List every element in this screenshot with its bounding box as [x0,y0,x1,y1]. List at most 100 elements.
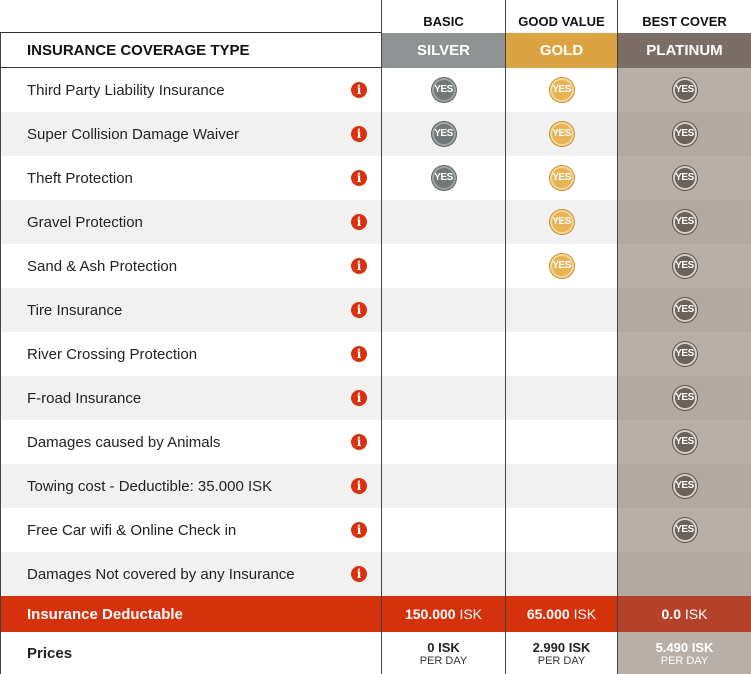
coverage-label-cell: Super Collision Damage Waiver i [1,112,382,156]
deductible-row: Insurance Deductable 150.000 ISK 65.000 … [1,596,751,632]
info-icon[interactable]: i [351,170,367,186]
deductible-silver: 150.000 ISK [382,596,506,632]
coverage-label-cell: Gravel Protection i [1,200,382,244]
coverage-platinum-cell [618,552,751,596]
info-icon[interactable]: i [351,258,367,274]
yes-badge-icon: YES [550,254,574,278]
yes-badge-icon: YES [432,78,456,102]
coverage-gold-cell [506,464,618,508]
yes-badge-icon: YES [673,78,697,102]
tier-top-label-platinum: BEST COVER [618,0,751,33]
info-icon[interactable]: i [351,478,367,494]
coverage-gold-cell [506,420,618,464]
coverage-gold-cell [506,376,618,420]
info-icon[interactable]: i [351,302,367,318]
deductible-gold: 65.000 ISK [506,596,618,632]
coverage-silver-cell [382,244,506,288]
tier-top-label-silver: BASIC [382,0,506,33]
coverage-gold-cell: YES [506,112,618,156]
coverage-platinum-cell: YES [618,464,751,508]
yes-badge-icon: YES [673,298,697,322]
coverage-silver-cell [382,552,506,596]
coverage-platinum-cell: YES [618,244,751,288]
yes-badge-icon: YES [550,78,574,102]
yes-badge-icon: YES [673,518,697,542]
coverage-silver-cell: YES [382,156,506,200]
yes-badge-icon: YES [673,166,697,190]
coverage-label-cell: Damages Not covered by any Insurance i [1,552,382,596]
info-icon[interactable]: i [351,82,367,98]
coverage-gold-cell [506,552,618,596]
coverage-gold-cell: YES [506,156,618,200]
coverage-row: Towing cost - Deductible: 35.000 ISK i YES [1,464,751,508]
coverage-label: Damages caused by Animals [27,434,220,451]
info-icon[interactable]: i [351,390,367,406]
coverage-silver-cell: YES [382,112,506,156]
coverage-label: Super Collision Damage Waiver [27,126,239,143]
tier-name-platinum[interactable]: PLATINUM [618,33,751,68]
coverage-platinum-cell: YES [618,200,751,244]
coverage-row: Super Collision Damage Waiver i YES YES YES [1,112,751,156]
coverage-silver-cell [382,464,506,508]
coverage-label: Gravel Protection [27,214,143,231]
coverage-label-cell: Towing cost - Deductible: 35.000 ISK i [1,464,382,508]
info-icon[interactable]: i [351,214,367,230]
yes-badge-icon: YES [673,210,697,234]
coverage-label: Theft Protection [27,170,133,187]
coverage-gold-cell: YES [506,68,618,113]
coverage-silver-cell [382,288,506,332]
coverage-type-heading: INSURANCE COVERAGE TYPE [1,33,382,68]
coverage-row: Gravel Protection i YES YES [1,200,751,244]
coverage-label: Tire Insurance [27,302,122,319]
tier-names-row: INSURANCE COVERAGE TYPE SILVER GOLD PLAT… [1,33,751,68]
info-icon[interactable]: i [351,434,367,450]
coverage-platinum-cell: YES [618,288,751,332]
coverage-label: Third Party Liability Insurance [27,82,225,99]
coverage-label-cell: Damages caused by Animals i [1,420,382,464]
deductible-label: Insurance Deductable [1,596,382,632]
tier-name-gold[interactable]: GOLD [506,33,618,68]
coverage-label-cell: Tire Insurance i [1,288,382,332]
info-icon[interactable]: i [351,126,367,142]
coverage-platinum-cell: YES [618,508,751,552]
coverage-row: Tire Insurance i YES [1,288,751,332]
coverage-silver-cell [382,508,506,552]
yes-badge-icon: YES [673,474,697,498]
tier-top-label-gold: GOOD VALUE [506,0,618,33]
coverage-silver-cell [382,376,506,420]
coverage-label: F-road Insurance [27,390,141,407]
coverage-platinum-cell: YES [618,156,751,200]
yes-badge-icon: YES [673,386,697,410]
prices-label: Prices [1,632,382,674]
coverage-platinum-cell: YES [618,420,751,464]
coverage-label: Sand & Ash Protection [27,258,177,275]
coverage-platinum-cell: YES [618,112,751,156]
coverage-row: F-road Insurance i YES [1,376,751,420]
coverage-silver-cell [382,332,506,376]
coverage-label: Damages Not covered by any Insurance [27,566,295,583]
yes-badge-icon: YES [550,166,574,190]
coverage-label-cell: Theft Protection i [1,156,382,200]
info-icon[interactable]: i [351,346,367,362]
yes-badge-icon: YES [550,210,574,234]
info-icon[interactable]: i [351,522,367,538]
yes-badge-icon: YES [673,254,697,278]
coverage-gold-cell [506,508,618,552]
info-icon[interactable]: i [351,566,367,582]
coverage-label: Towing cost - Deductible: 35.000 ISK [27,478,272,495]
coverage-gold-cell [506,288,618,332]
yes-badge-icon: YES [550,122,574,146]
tier-name-silver[interactable]: SILVER [382,33,506,68]
coverage-label-cell: F-road Insurance i [1,376,382,420]
yes-badge-icon: YES [673,430,697,454]
deductible-platinum: 0.0 ISK [618,596,751,632]
coverage-label-cell: Sand & Ash Protection i [1,244,382,288]
